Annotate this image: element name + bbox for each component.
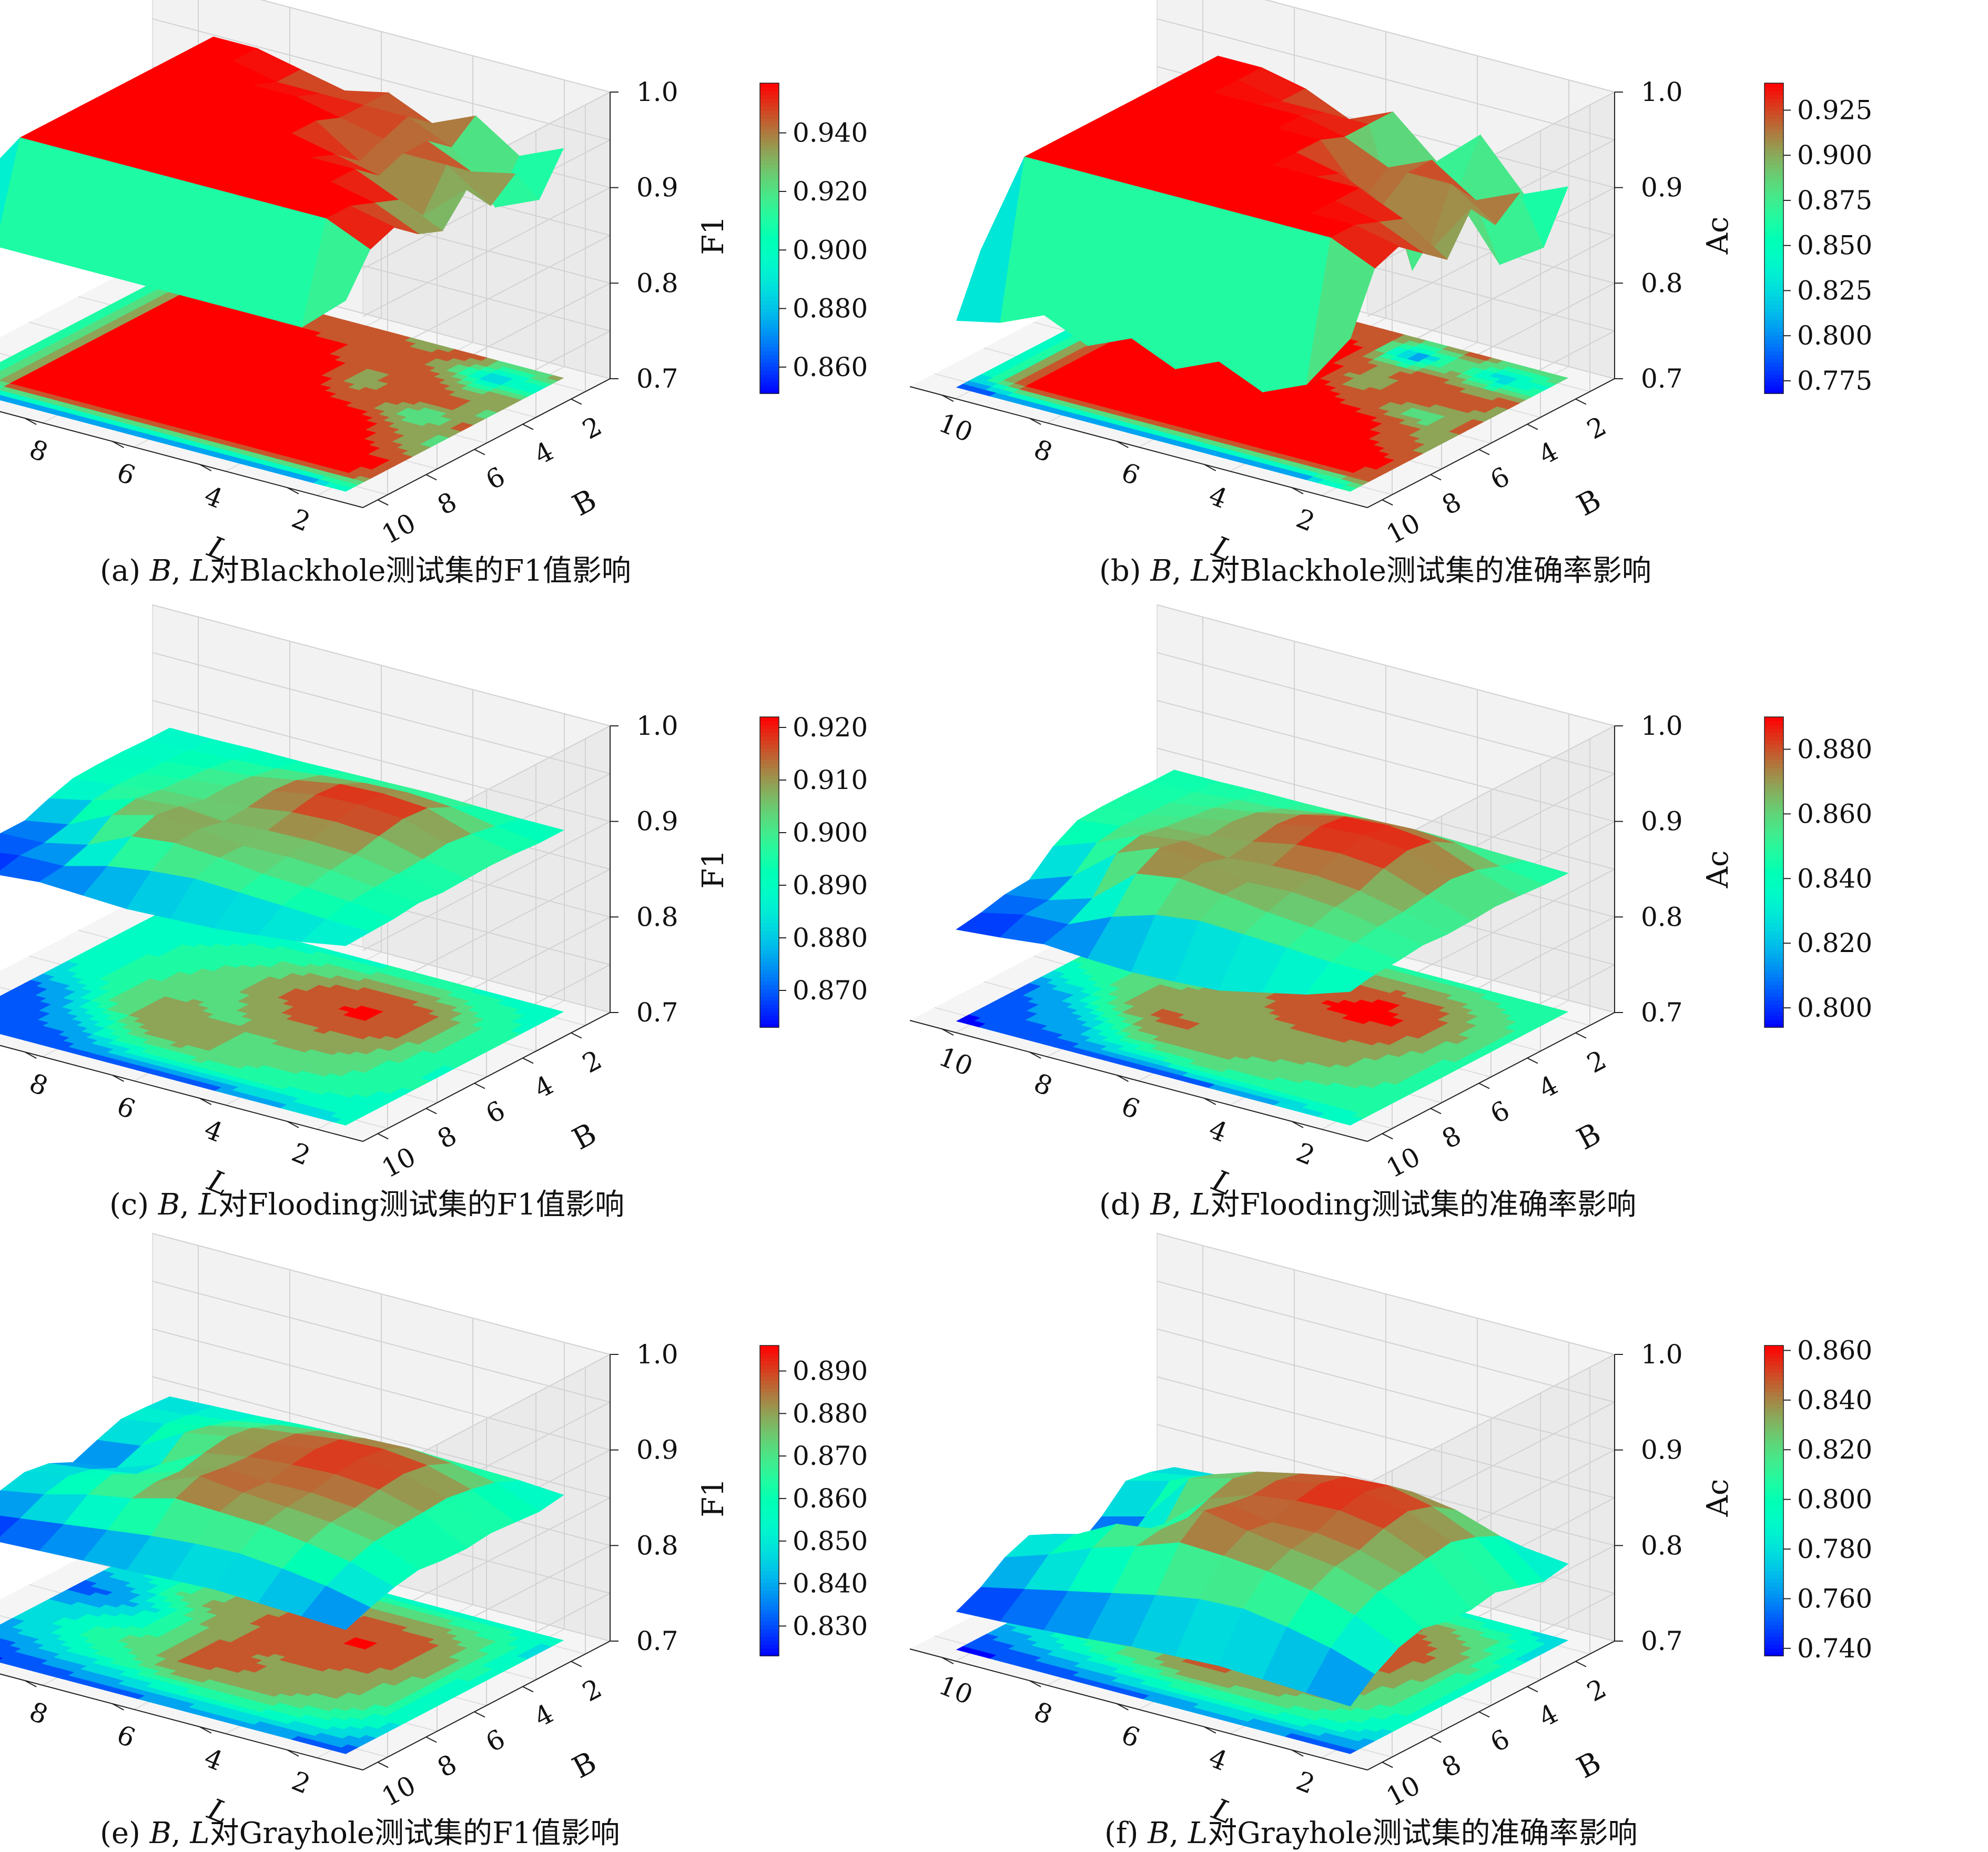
figure: 2468102468100.70.80.91.0LBF10.8600.8800.…	[0, 0, 1988, 1851]
